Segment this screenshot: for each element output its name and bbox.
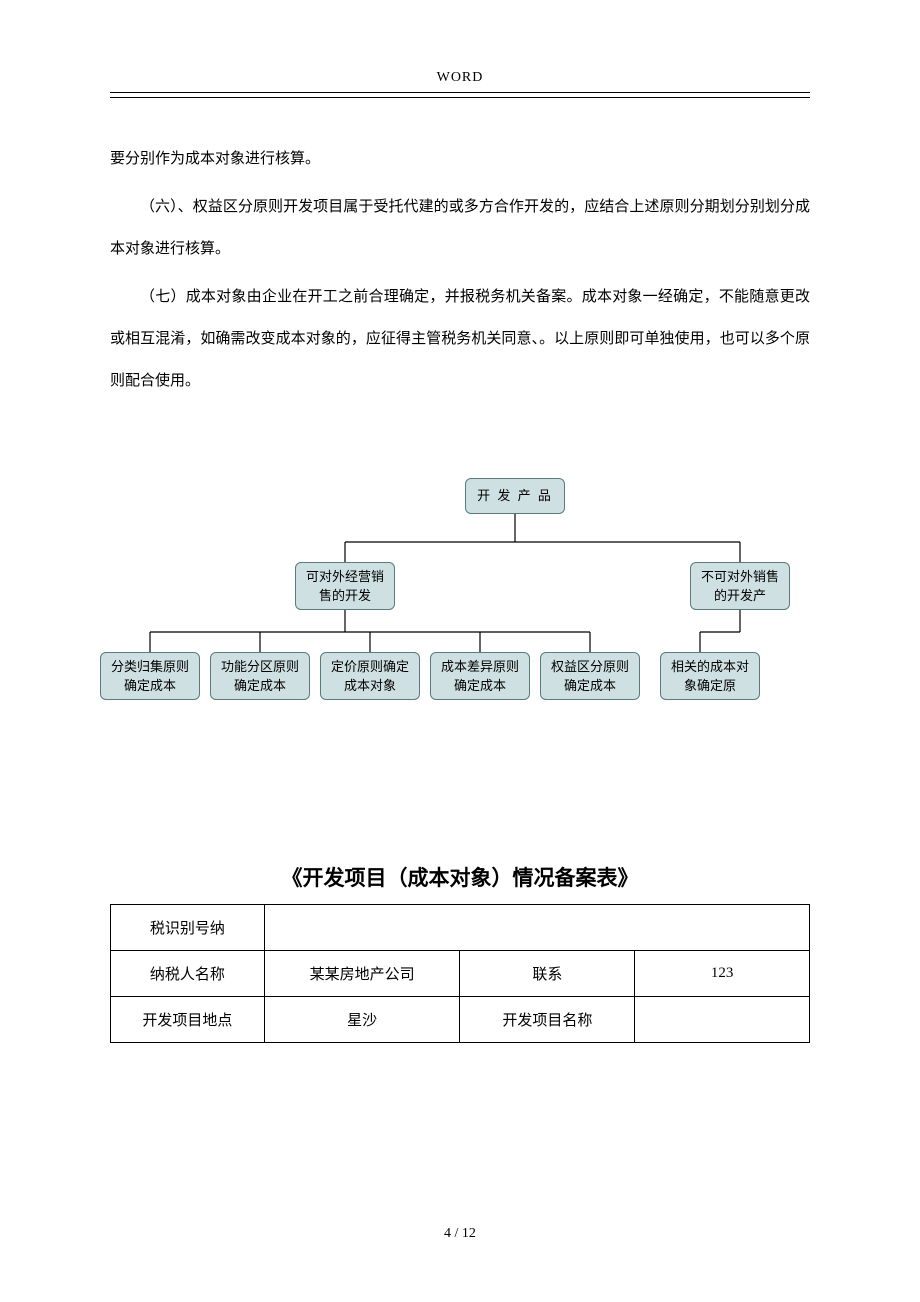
cell-contact-value: 123 [635, 951, 810, 997]
node-leaf-5: 权益区分原则确定成本 [540, 652, 640, 700]
page-header: WORD [110, 70, 810, 93]
table-row: 开发项目地点 星沙 开发项目名称 [111, 997, 810, 1043]
cell-project-name-value [635, 997, 810, 1043]
node-leaf-2: 功能分区原则确定成本 [210, 652, 310, 700]
cell-project-name-label: 开发项目名称 [460, 997, 635, 1043]
cell-contact-label: 联系 [460, 951, 635, 997]
cell-location-label: 开发项目地点 [111, 997, 265, 1043]
node-leaf-1: 分类归集原则确定成本 [100, 652, 200, 700]
table-title: 《开发项目（成本对象）情况备案表》 [110, 862, 810, 892]
cell-location-value: 星沙 [264, 997, 460, 1043]
table-row: 税识别号纳 [111, 905, 810, 951]
paragraph-3: （七）成本对象由企业在开工之前合理确定，并报税务机关备案。成本对象一经确定，不能… [110, 276, 810, 402]
cell-tax-id-value [264, 905, 809, 951]
node-nonsaleable: 不可对外销售的开发产 [690, 562, 790, 610]
cell-tax-id-label: 税识别号纳 [111, 905, 265, 951]
paragraph-1: 要分别作为成本对象进行核算。 [110, 138, 810, 180]
flowchart: 开 发 产 品 可对外经营销售的开发 不可对外销售的开发产 分类归集原则确定成本… [110, 472, 810, 732]
paragraph-2: （六）、权益区分原则开发项目属于受托代建的或多方合作开发的，应结合上述原则分期划… [110, 186, 810, 270]
cell-taxpayer-label: 纳税人名称 [111, 951, 265, 997]
cell-taxpayer-value: 某某房地产公司 [264, 951, 460, 997]
node-leaf-3: 定价原则确定成本对象 [320, 652, 420, 700]
page-footer: 4 / 12 [0, 1226, 920, 1242]
node-root: 开 发 产 品 [465, 478, 565, 514]
node-leaf-4: 成本差异原则确定成本 [430, 652, 530, 700]
node-saleable: 可对外经营销售的开发 [295, 562, 395, 610]
node-leaf-6: 相关的成本对象确定原 [660, 652, 760, 700]
filing-table: 税识别号纳 纳税人名称 某某房地产公司 联系 123 开发项目地点 星沙 开发项… [110, 904, 810, 1043]
table-row: 纳税人名称 某某房地产公司 联系 123 [111, 951, 810, 997]
header-rule [110, 97, 810, 98]
